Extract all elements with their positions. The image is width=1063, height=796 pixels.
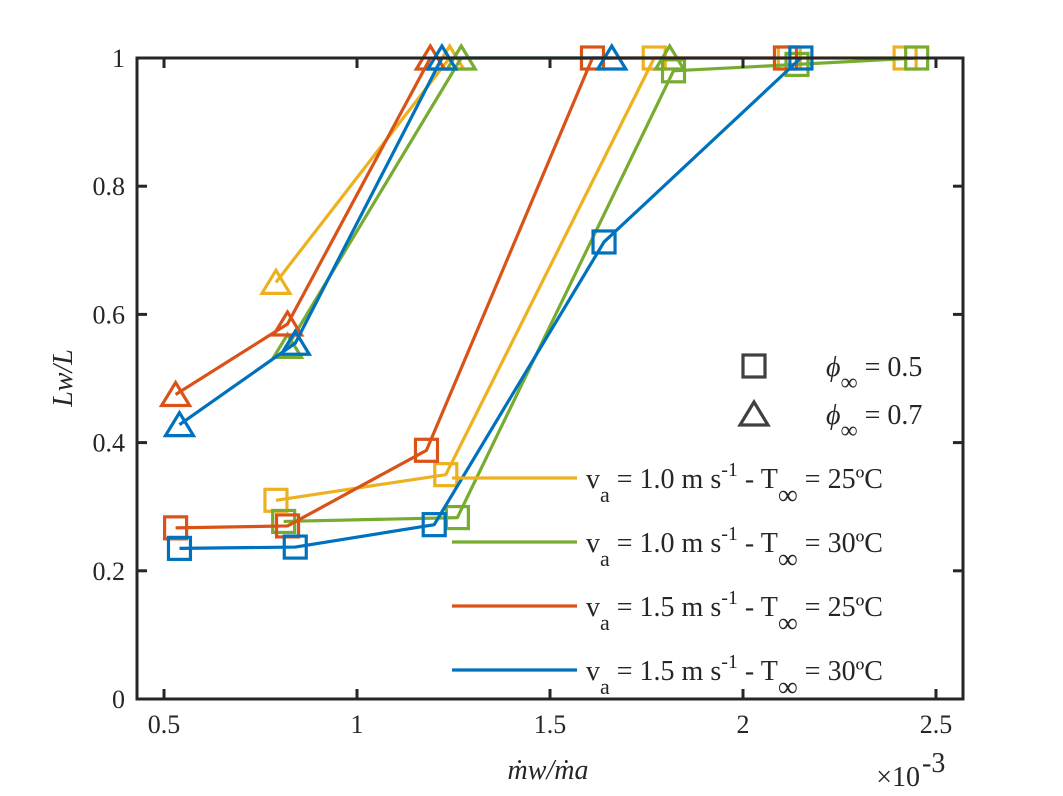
legend-phi-value: = 0.7 <box>858 400 923 431</box>
series-4-square-point <box>166 535 193 561</box>
series-3-square-point <box>413 437 440 463</box>
legend-speed: = 1.5 m s <box>610 656 721 687</box>
legend-v: v <box>586 592 600 623</box>
series-2-square-point <box>660 58 687 84</box>
y-tick-label: 0.4 <box>93 429 126 458</box>
legend-temperature: = 30ºC <box>798 656 883 687</box>
legend-v-subscript: a <box>600 674 610 699</box>
y-tick-label: 0 <box>112 685 125 714</box>
legend-v-subscript: a <box>600 482 610 507</box>
legend-t: - T <box>738 592 778 623</box>
legend-speed: = 1.5 m s <box>610 592 721 623</box>
legend-label-3: va = 1.5 m s-1 - T∞ = 25ºC <box>586 587 883 639</box>
legend-speed-exponent: -1 <box>721 651 738 673</box>
legend-phi-symbol: ϕ <box>826 400 841 431</box>
legend-t: - T <box>738 528 778 559</box>
series-2-triangle-point <box>270 331 305 360</box>
series-3-line-triangle-markers <box>174 57 432 396</box>
y-tick-label: 0.2 <box>93 557 126 586</box>
series-4-square-point <box>282 534 308 560</box>
legend-speed-exponent: -1 <box>721 523 738 545</box>
axes-layer: 0.5 1 1.5 2 2.5 0 0.2 0.4 0.6 0.8 1 <box>93 44 965 739</box>
legend-t: - T <box>738 656 778 687</box>
x-axis-label: ṁw/ṁa <box>508 755 589 786</box>
legend-speed-exponent: -1 <box>721 459 738 481</box>
plot-area <box>137 58 963 699</box>
x-exponent-label: ×10 <box>876 762 920 793</box>
x-tick-label: 2 <box>736 710 749 739</box>
series-4-square-point <box>591 229 617 255</box>
legend-speed-exponent: -1 <box>721 587 738 609</box>
legend-v: v <box>586 464 600 495</box>
legend-marker-label: ϕ∞ = 0.7 <box>826 400 922 444</box>
legend-label-1: va = 1.0 m s-1 - T∞ = 25ºC <box>586 459 883 511</box>
y-tick-label: 0.6 <box>93 300 126 329</box>
legend-triangle-marker <box>737 398 771 427</box>
series-3-triangle-point <box>270 308 305 337</box>
x-tick-label: 1 <box>351 710 364 739</box>
legend-label-2: va = 1.0 m s-1 - T∞ = 30ºC <box>586 523 883 575</box>
legend-temperature: = 25ºC <box>798 592 883 623</box>
legend-speed: = 1.0 m s <box>610 528 721 559</box>
y-tick-label: 1 <box>112 44 125 73</box>
x-tick-label: 1.5 <box>534 710 567 739</box>
legend-phi-subscript: ∞ <box>841 370 858 396</box>
legend-t: - T <box>738 464 778 495</box>
legend-t-subscript: ∞ <box>778 544 798 575</box>
legend-temperature: = 25ºC <box>798 464 883 495</box>
legend-label-4: va = 1.5 m s-1 - T∞ = 30ºC <box>586 651 883 703</box>
legend-phi-subscript: ∞ <box>841 418 858 444</box>
legend-t-subscript: ∞ <box>778 672 798 703</box>
series-4-triangle-point <box>278 328 313 356</box>
y-tick-label: 0.8 <box>93 172 126 201</box>
x-exponent-power: -3 <box>922 748 945 779</box>
series-3-triangle-point <box>158 379 193 408</box>
series-1-square-point <box>433 462 459 488</box>
legend-marker-label: ϕ∞ = 0.5 <box>826 352 922 396</box>
legend-t-subscript: ∞ <box>778 608 798 639</box>
y-axis-label: Lw/L <box>48 349 79 408</box>
legend-v-subscript: a <box>600 610 610 635</box>
legend: ϕ∞ = 0.5ϕ∞ = 0.7va = 1.0 m s-1 - T∞ = 25… <box>452 352 922 703</box>
legend-phi-value: = 0.5 <box>858 352 923 383</box>
series-4-line-square-markers <box>179 56 802 550</box>
legend-t-subscript: ∞ <box>778 480 798 511</box>
legend-v: v <box>586 656 600 687</box>
x-tick-label: 0.5 <box>148 710 181 739</box>
legend-phi-symbol: ϕ <box>826 352 841 383</box>
series-4-triangle-point <box>162 409 197 438</box>
x-tick-label: 2.5 <box>920 710 953 739</box>
series-2-line-square-markers <box>283 56 917 524</box>
series-1-triangle-point <box>259 267 293 295</box>
legend-temperature: = 30ºC <box>798 528 883 559</box>
legend-square-marker <box>741 353 767 379</box>
series-4-square-point <box>421 512 447 538</box>
legend-v-subscript: a <box>600 546 610 571</box>
series-1-line-triangle-markers <box>274 57 451 284</box>
legend-speed: = 1.0 m s <box>610 464 721 495</box>
legend-v: v <box>586 528 600 559</box>
